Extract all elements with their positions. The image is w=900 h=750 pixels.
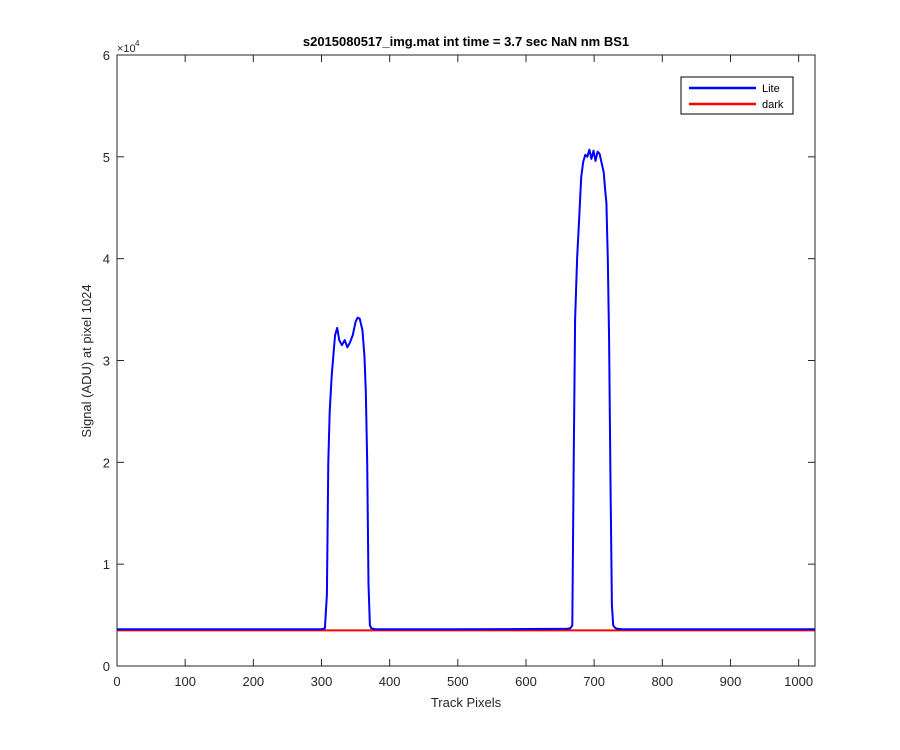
y-tick-label: 5 bbox=[103, 150, 110, 165]
y-axis-label: Signal (ADU) at pixel 1024 bbox=[79, 284, 94, 437]
x-tick-label: 100 bbox=[174, 674, 196, 689]
y-tick-label: 1 bbox=[103, 557, 110, 572]
x-tick-label: 900 bbox=[720, 674, 742, 689]
legend-box bbox=[680, 76, 794, 115]
x-tick-label: 700 bbox=[583, 674, 605, 689]
y-axis-exponent: ×10 4 bbox=[117, 39, 140, 55]
legend-label-dark: dark bbox=[762, 99, 784, 111]
series-layer bbox=[117, 148, 815, 632]
x-tick-label: 800 bbox=[651, 674, 673, 689]
chart-title: s2015080517_img.mat int time = 3.7 sec N… bbox=[303, 34, 629, 49]
series-line-lite bbox=[117, 148, 815, 631]
y-exponent-base: ×10 bbox=[117, 43, 136, 55]
x-tick-label: 600 bbox=[515, 674, 537, 689]
x-tick-label: 200 bbox=[242, 674, 264, 689]
y-tick-label: 3 bbox=[103, 354, 110, 369]
x-tick-label: 0 bbox=[113, 674, 120, 689]
x-tick-label: 400 bbox=[379, 674, 401, 689]
legend-label-lite: Lite bbox=[762, 83, 780, 95]
y-tick-label: 4 bbox=[103, 252, 110, 267]
y-tick-label: 6 bbox=[103, 48, 110, 63]
y-tick-label: 2 bbox=[103, 455, 110, 470]
x-tick-label: 1000 bbox=[784, 674, 813, 689]
ticks: 0 100 200 300 400 500 600 700 800 900 1000 0 1 2 3 4 5 6 bbox=[103, 48, 815, 689]
x-axis-label: Track Pixels bbox=[431, 695, 502, 710]
plot-area bbox=[117, 55, 815, 666]
x-tick-label: 300 bbox=[311, 674, 333, 689]
legend: Lite dark bbox=[680, 76, 794, 115]
x-tick-label: 500 bbox=[447, 674, 469, 689]
plot-background bbox=[117, 55, 815, 666]
y-tick-label: 0 bbox=[103, 659, 110, 674]
y-exponent-power: 4 bbox=[135, 39, 140, 48]
